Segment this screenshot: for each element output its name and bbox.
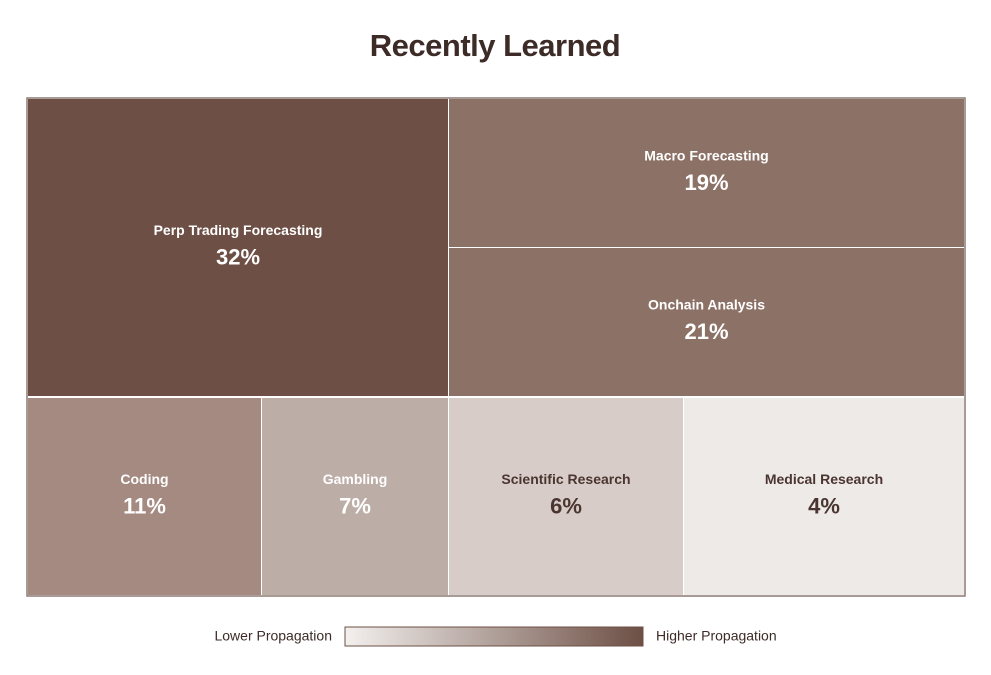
tile [449,248,964,396]
legend-low-label: Lower Propagation [214,628,332,644]
tile-value: 32% [216,244,260,269]
tile-value: 6% [550,493,582,518]
chart-title: Recently Learned [370,28,620,63]
tile [28,99,448,396]
tile [28,398,261,595]
tile-label: Gambling [323,471,388,487]
tile-label: Medical Research [765,471,883,487]
tile-value: 7% [339,493,371,518]
tile-value: 21% [684,319,728,344]
tile [262,398,448,595]
tile-label: Macro Forecasting [644,148,768,164]
legend-high-label: Higher Propagation [656,628,777,644]
tile-value: 4% [808,493,840,518]
tile-label: Coding [120,471,168,487]
tile [449,398,683,595]
tile [449,99,964,247]
tile-value: 11% [123,493,166,518]
tile-value: 19% [684,170,728,195]
tile-label: Onchain Analysis [648,297,765,313]
legend-gradient [344,626,644,647]
tile-label: Scientific Research [501,471,630,487]
tile [684,398,964,595]
tile-label: Perp Trading Forecasting [154,222,323,238]
